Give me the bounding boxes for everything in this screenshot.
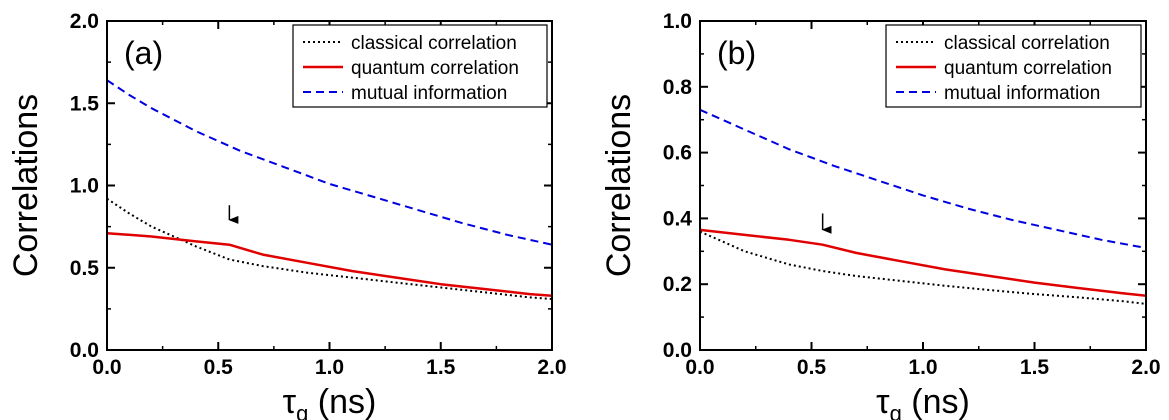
x-axis-title: τg (ns) [876, 383, 970, 420]
series-line-quantum-correlation [106, 231, 553, 297]
x-axis-title: τg (ns) [283, 383, 377, 420]
x-tick-label: 0.0 [92, 356, 121, 379]
y-tick-label: 0.5 [70, 257, 100, 280]
x-axis-title-unit: (ns) [308, 383, 376, 420]
legend-box [292, 24, 548, 108]
x-tick-label: 0.5 [204, 356, 234, 379]
y-axis-title: Correlations [7, 94, 45, 277]
x-tick-label: 0.0 [685, 356, 714, 379]
y-axis-title: Correlations [600, 94, 638, 277]
chart-panel-a: 0.0 0.5 1.0 1.5 2.0 0.0 0.5 1.0 1.5 2.0 Correlatio… [7, 10, 567, 420]
x-axis-title-subscript: g [890, 401, 902, 420]
series-line-mutual-information [699, 108, 1147, 249]
y-tick-label: 0.8 [663, 76, 693, 99]
legend-label: mutual information [944, 83, 1100, 104]
x-tick-label: 0.5 [797, 356, 827, 379]
x-tick-label: 1.0 [315, 356, 344, 379]
panel-label: (b) [717, 35, 756, 71]
chart-panel-b: 0.0 0.5 1.0 1.5 2.0 0.0 0.2 0.4 0.6 0.8 1.0 Correla… [600, 10, 1161, 420]
legend-label: quantum correlation [351, 58, 519, 79]
panel-label: (a) [124, 35, 163, 71]
x-tick-label: 2.0 [1131, 356, 1160, 379]
y-tick-label: 0.2 [663, 273, 692, 296]
series-line-classical-correlation [106, 197, 553, 300]
y-tick-label: 2.0 [70, 10, 99, 33]
legend-label: classical correlation [944, 33, 1110, 54]
y-tick-label: 0.0 [663, 339, 692, 362]
x-axis-title-subscript: g [296, 401, 308, 420]
x-axis-title-unit: (ns) [902, 383, 970, 420]
x-tick-label: 1.5 [1020, 356, 1050, 379]
y-tick-label: 1.0 [663, 10, 692, 33]
series-line-mutual-information [106, 79, 553, 246]
x-axis-title-symbol: τ [876, 383, 890, 420]
legend-label: quantum correlation [944, 58, 1112, 79]
y-tick-label: 1.5 [70, 92, 100, 115]
series-line-classical-correlation [699, 230, 1147, 305]
x-tick-label: 1.0 [908, 356, 937, 379]
y-tick-label: 1.0 [70, 175, 99, 198]
legend-label: mutual information [351, 83, 507, 104]
x-axis-title-symbol: τ [283, 383, 297, 420]
x-tick-label: 2.0 [537, 356, 566, 379]
series-line-quantum-correlation [699, 228, 1147, 297]
legend-label: classical correlation [351, 33, 517, 54]
y-tick-label: 0.4 [663, 207, 693, 230]
y-tick-label: 0.0 [70, 339, 99, 362]
x-tick-label: 1.5 [426, 356, 456, 379]
y-tick-label: 0.6 [663, 142, 692, 165]
